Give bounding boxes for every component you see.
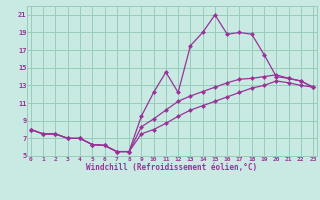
X-axis label: Windchill (Refroidissement éolien,°C): Windchill (Refroidissement éolien,°C) bbox=[86, 163, 258, 172]
